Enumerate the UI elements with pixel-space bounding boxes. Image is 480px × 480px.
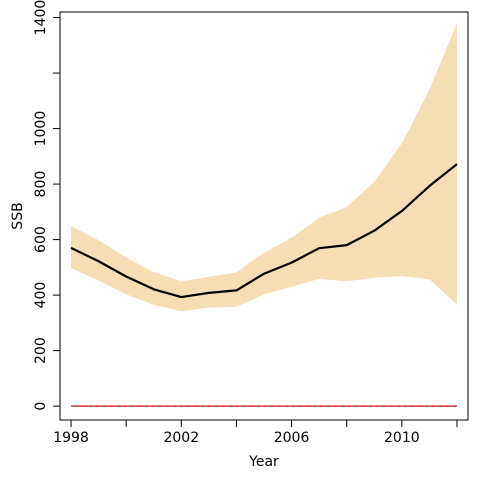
x-tick-label: 2002 — [163, 430, 199, 446]
y-axis-title: SSB — [10, 202, 26, 229]
y-tick-label: 600 — [33, 226, 49, 253]
plot-frame — [59, 11, 469, 421]
y-tick-label: 800 — [33, 171, 49, 198]
y-tick-label: 1400 — [33, 0, 49, 35]
x-axis: 1998 2002 2006 2010 — [53, 420, 458, 446]
x-tick-label: 1998 — [53, 430, 89, 446]
ssb-estimate-line — [70, 163, 458, 299]
x-axis-title: Year — [248, 454, 279, 470]
y-tick-label: 200 — [33, 337, 49, 364]
series-layer — [70, 163, 458, 407]
y-tick-label: 1000 — [33, 111, 49, 147]
x-tick-label: 2010 — [384, 430, 420, 446]
x-tick-label: 2006 — [274, 430, 310, 446]
y-axis: 0 200 400 600 800 1000 1400 — [33, 0, 60, 411]
confidence-band — [71, 23, 457, 312]
confidence-band-layer — [71, 23, 457, 312]
y-tick-label: 0 — [33, 402, 49, 411]
y-tick-label: 400 — [33, 282, 49, 309]
